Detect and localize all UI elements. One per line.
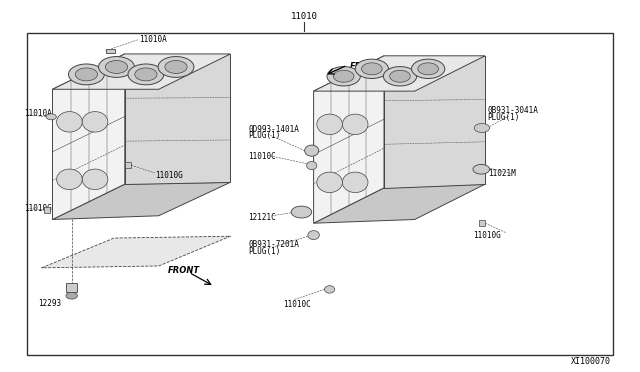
Circle shape: [135, 68, 157, 81]
Circle shape: [412, 59, 445, 78]
Text: 11010: 11010: [291, 12, 317, 21]
Text: PLUG(1): PLUG(1): [488, 113, 520, 122]
Circle shape: [474, 124, 490, 132]
Text: 11010G: 11010G: [155, 171, 182, 180]
Text: 12121C: 12121C: [248, 213, 276, 222]
Bar: [66, 283, 77, 292]
Circle shape: [106, 61, 127, 73]
Text: PLUG(1): PLUG(1): [248, 247, 281, 256]
Circle shape: [418, 63, 438, 75]
Circle shape: [327, 67, 360, 86]
Text: 11010A: 11010A: [24, 109, 52, 118]
Circle shape: [473, 164, 490, 174]
Circle shape: [390, 70, 410, 82]
Text: 11021M: 11021M: [488, 169, 515, 178]
Text: 11010C: 11010C: [284, 300, 311, 309]
Circle shape: [383, 67, 417, 86]
Polygon shape: [52, 54, 230, 89]
Polygon shape: [314, 56, 384, 223]
Ellipse shape: [83, 112, 108, 132]
Ellipse shape: [342, 172, 368, 193]
Text: 11010C: 11010C: [248, 153, 276, 161]
Circle shape: [76, 68, 97, 81]
Circle shape: [99, 57, 134, 77]
Ellipse shape: [83, 169, 108, 190]
Circle shape: [291, 206, 312, 218]
Bar: [44, 207, 50, 213]
Ellipse shape: [57, 112, 83, 132]
Text: PLUG(1): PLUG(1): [248, 131, 281, 140]
Polygon shape: [314, 56, 485, 91]
Ellipse shape: [305, 145, 319, 156]
Ellipse shape: [308, 231, 319, 240]
Ellipse shape: [307, 161, 317, 170]
Text: FRONT: FRONT: [350, 62, 382, 71]
Circle shape: [158, 57, 194, 77]
Text: 11010G: 11010G: [24, 204, 52, 213]
Circle shape: [333, 70, 354, 82]
Polygon shape: [314, 184, 485, 223]
Polygon shape: [384, 56, 485, 188]
Text: 0B931-7201A: 0B931-7201A: [248, 240, 299, 249]
Polygon shape: [125, 54, 230, 184]
Polygon shape: [52, 54, 125, 219]
Circle shape: [66, 292, 77, 299]
Text: 11010G: 11010G: [474, 231, 501, 240]
Ellipse shape: [317, 172, 342, 193]
Text: 0D993-1401A: 0D993-1401A: [248, 125, 299, 134]
Bar: [106, 49, 115, 53]
Circle shape: [355, 59, 388, 78]
Polygon shape: [42, 236, 230, 268]
Bar: [125, 162, 131, 168]
Circle shape: [165, 61, 187, 73]
Circle shape: [362, 63, 382, 75]
Ellipse shape: [342, 114, 368, 135]
Text: XI100070: XI100070: [571, 357, 611, 366]
Circle shape: [46, 114, 56, 120]
Ellipse shape: [57, 169, 83, 190]
Bar: [479, 220, 485, 226]
Text: 11010A: 11010A: [139, 35, 166, 44]
Text: 0B931-3041A: 0B931-3041A: [488, 106, 538, 115]
Polygon shape: [52, 182, 230, 219]
Text: 12293: 12293: [38, 299, 61, 308]
Circle shape: [128, 64, 164, 85]
Circle shape: [68, 64, 104, 85]
Ellipse shape: [317, 114, 342, 135]
Text: FRONT: FRONT: [168, 266, 200, 275]
Ellipse shape: [324, 286, 335, 293]
Bar: [27, 33, 613, 355]
